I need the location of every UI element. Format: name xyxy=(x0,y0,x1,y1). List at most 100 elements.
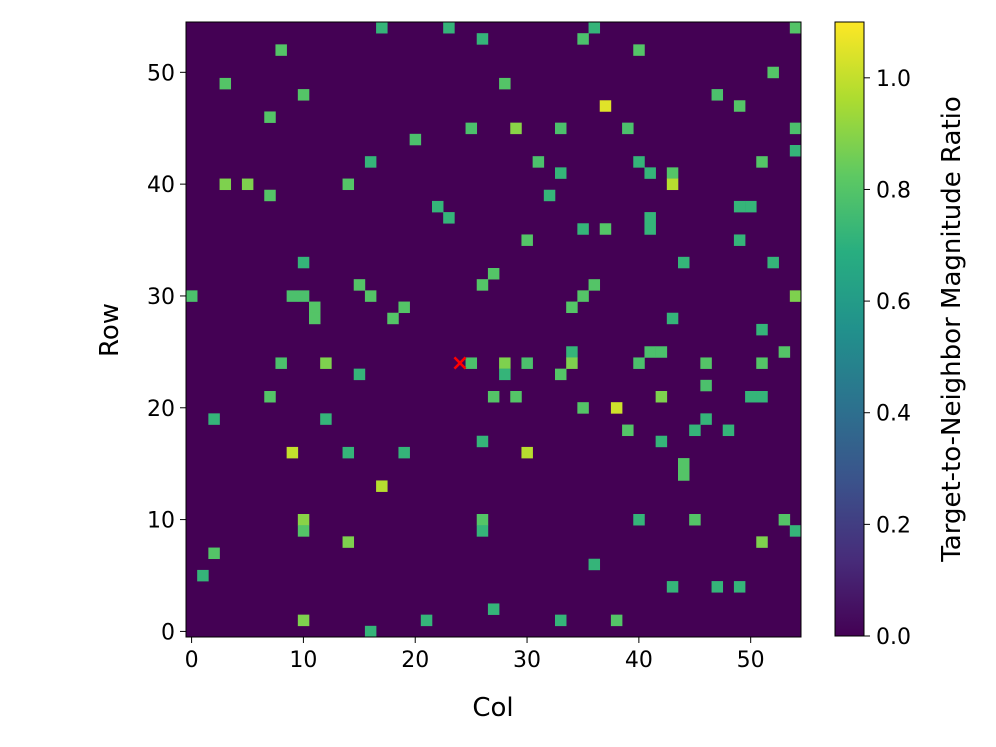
heatmap-cell xyxy=(208,547,220,560)
heatmap-cell xyxy=(476,33,489,45)
heatmap-cell xyxy=(733,234,746,246)
heatmap-cell xyxy=(644,212,656,224)
x-axis: 0 10 20 30 40 50 xyxy=(185,637,765,673)
heatmap-cell xyxy=(219,77,232,90)
heatmap-cell xyxy=(733,200,746,213)
heatmap-cell xyxy=(320,357,332,369)
heatmap-cell xyxy=(789,122,802,135)
heatmap-cell xyxy=(689,424,701,437)
heatmap-cell xyxy=(756,391,768,403)
heatmap-cell xyxy=(398,301,410,314)
heatmap-cell xyxy=(778,346,791,358)
heatmap-cell xyxy=(789,290,802,302)
heatmap-cell xyxy=(476,435,489,448)
heatmap-cell xyxy=(577,402,589,414)
heatmap-cell xyxy=(588,558,601,571)
x-tick-label: 10 xyxy=(289,648,317,673)
heatmap-cell xyxy=(342,446,355,459)
heatmap-cell xyxy=(342,178,355,191)
heatmap-cell xyxy=(622,122,634,135)
y-tick-label: 50 xyxy=(147,61,175,86)
heatmap-cell xyxy=(678,469,690,481)
heatmap-cell xyxy=(499,77,511,90)
heatmap-cell xyxy=(555,167,567,179)
heatmap-cell xyxy=(566,357,578,369)
heatmap-cell xyxy=(499,357,511,369)
heatmap-cell xyxy=(700,379,712,392)
heatmap-cell xyxy=(789,145,802,157)
colorbar-tick-label: 0.4 xyxy=(876,402,911,427)
heatmap-cell xyxy=(722,424,735,437)
heatmap-cell xyxy=(353,279,366,291)
plot-frame xyxy=(185,21,802,638)
heatmap-cell xyxy=(510,122,522,135)
x-tick-label: 0 xyxy=(185,648,199,673)
heatmap-cell xyxy=(443,212,455,224)
y-tick-label: 30 xyxy=(147,285,175,310)
heatmap-cell xyxy=(476,279,489,291)
heatmap-cell xyxy=(364,625,377,638)
heatmap-cell xyxy=(577,223,589,235)
heatmap-cell xyxy=(767,66,779,79)
heatmap-cell xyxy=(465,122,478,135)
heatmap-cell xyxy=(633,44,645,56)
x-tick-label: 30 xyxy=(513,648,541,673)
heatmap-cell xyxy=(644,346,656,358)
heatmap-cell xyxy=(711,89,724,101)
heatmap-cell xyxy=(666,167,679,179)
heatmap-cell xyxy=(745,391,757,403)
heatmap-cell xyxy=(219,178,232,191)
colorbar-tick-label: 0.0 xyxy=(876,625,911,650)
x-tick-label: 40 xyxy=(625,648,653,673)
heatmap-cell xyxy=(577,290,589,302)
heatmap-cell xyxy=(566,346,578,358)
colorbar-label: Target-to-Neighbor Magnitude Ratio xyxy=(937,96,967,563)
heatmap-cell xyxy=(789,525,802,537)
heatmap-cell xyxy=(733,581,746,593)
heatmap-cell xyxy=(543,189,556,202)
heatmap-cell xyxy=(208,413,220,425)
heatmap-cell xyxy=(510,391,522,403)
y-tick-label: 10 xyxy=(147,509,175,534)
heatmap-cell xyxy=(387,312,399,325)
heatmap-cell xyxy=(476,514,489,526)
heatmap-cell xyxy=(678,458,690,470)
heatmap-cell xyxy=(432,200,444,213)
heatmap-cell xyxy=(633,514,645,526)
heatmap-cell xyxy=(420,614,433,627)
target-marker: × xyxy=(451,351,469,376)
heatmap-cell xyxy=(678,256,690,269)
heatmap-cell xyxy=(588,22,601,34)
heatmap-cell xyxy=(610,402,623,414)
heatmap-cell xyxy=(555,122,567,135)
heatmap-cell xyxy=(297,290,310,302)
heatmap-cell xyxy=(499,368,511,381)
heatmap-cell xyxy=(364,290,377,302)
heatmap-cell xyxy=(264,189,276,202)
y-axis-label: Row xyxy=(95,303,125,357)
heatmap-cell xyxy=(297,256,310,269)
heatmap-cell xyxy=(521,446,533,459)
heatmap-cell xyxy=(666,312,679,325)
heatmap-cell xyxy=(666,178,679,191)
x-axis-label: Col xyxy=(472,693,513,723)
heatmap-cell xyxy=(566,301,578,314)
heatmap-cell xyxy=(610,614,623,627)
heatmap-cell xyxy=(286,290,299,302)
heatmap-cell xyxy=(622,424,634,437)
heatmap-cell xyxy=(577,33,589,45)
heatmap-cell xyxy=(487,268,500,280)
heatmap-cell xyxy=(689,514,701,526)
heatmap-cell xyxy=(733,100,746,112)
heatmap-cell xyxy=(700,413,712,425)
plot-area: × xyxy=(185,21,802,638)
x-tick-label: 20 xyxy=(401,648,429,673)
heatmap-cell xyxy=(476,525,489,537)
heatmap-cell xyxy=(756,357,768,369)
heatmap-cell xyxy=(487,391,500,403)
heatmap-cell xyxy=(443,22,455,34)
heatmap-cell xyxy=(633,156,645,168)
heatmap-cell xyxy=(521,234,533,246)
x-tick-label: 50 xyxy=(737,648,765,673)
